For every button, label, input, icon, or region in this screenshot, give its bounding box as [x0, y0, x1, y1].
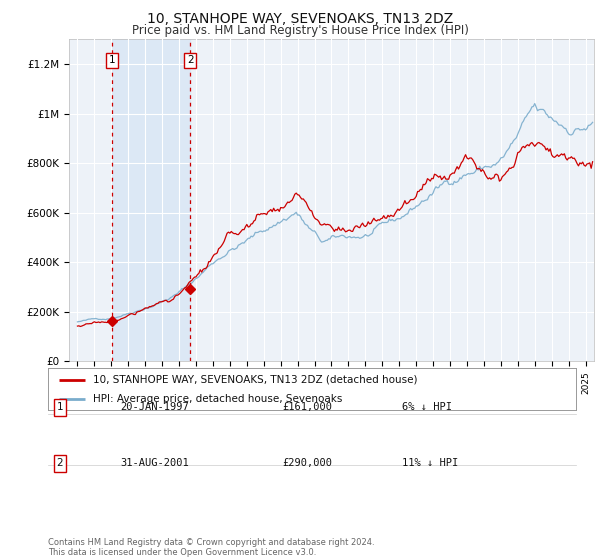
Text: HPI: Average price, detached house, Sevenoaks: HPI: Average price, detached house, Seve… — [93, 394, 342, 404]
Text: Contains HM Land Registry data © Crown copyright and database right 2024.
This d: Contains HM Land Registry data © Crown c… — [48, 538, 374, 557]
Bar — [112, 39, 190, 361]
Text: 20-JAN-1997: 20-JAN-1997 — [120, 403, 189, 412]
Text: 1: 1 — [56, 403, 64, 412]
Text: 31-AUG-2001: 31-AUG-2001 — [120, 459, 189, 468]
Text: 2: 2 — [56, 459, 64, 468]
Text: £290,000: £290,000 — [282, 459, 332, 468]
Text: 1: 1 — [109, 55, 115, 65]
Text: £161,000: £161,000 — [282, 403, 332, 412]
Text: 11% ↓ HPI: 11% ↓ HPI — [402, 459, 458, 468]
Text: Price paid vs. HM Land Registry's House Price Index (HPI): Price paid vs. HM Land Registry's House … — [131, 24, 469, 37]
Text: 10, STANHOPE WAY, SEVENOAKS, TN13 2DZ: 10, STANHOPE WAY, SEVENOAKS, TN13 2DZ — [147, 12, 453, 26]
Text: 2: 2 — [187, 55, 194, 65]
Text: 6% ↓ HPI: 6% ↓ HPI — [402, 403, 452, 412]
Text: 10, STANHOPE WAY, SEVENOAKS, TN13 2DZ (detached house): 10, STANHOPE WAY, SEVENOAKS, TN13 2DZ (d… — [93, 375, 418, 385]
